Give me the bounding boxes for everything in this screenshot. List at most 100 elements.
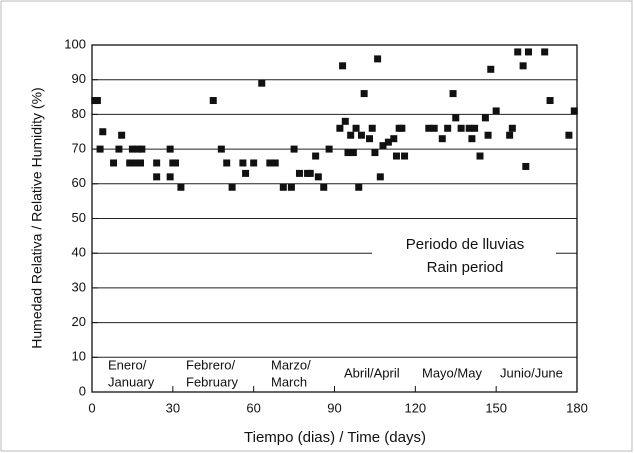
point [368, 124, 376, 132]
point [138, 145, 146, 153]
point [519, 62, 527, 70]
point [525, 48, 532, 56]
x-tick-label: 60 [246, 400, 260, 415]
y-tick-label: 80 [72, 106, 86, 121]
x-tick-label: 30 [166, 400, 180, 415]
point [131, 159, 139, 167]
point [325, 145, 333, 153]
point [209, 97, 217, 105]
x-axis-label: Tiempo (dias) / Time (days) [244, 429, 426, 446]
point [541, 48, 549, 56]
x-tick-label: 0 [88, 400, 95, 415]
y-tick-label: 60 [72, 175, 86, 190]
point [153, 159, 161, 167]
point [360, 90, 368, 98]
y-tick-label: 70 [72, 141, 86, 156]
point [376, 173, 384, 181]
annotation: February [186, 374, 239, 389]
point [250, 159, 258, 167]
point [492, 107, 500, 115]
y-axis-label: Humedad Relativa / Relative Humidity (%) [29, 87, 45, 348]
point [481, 114, 489, 122]
x-tick-label: 90 [327, 400, 341, 415]
y-tick-label: 20 [72, 314, 86, 329]
point [287, 183, 295, 191]
point [223, 159, 231, 167]
point [508, 124, 516, 132]
point [242, 169, 250, 177]
point [384, 138, 392, 146]
point [228, 183, 236, 191]
point [258, 79, 266, 87]
point [347, 131, 355, 139]
y-tick-label: 0 [79, 383, 86, 398]
point [271, 159, 279, 167]
point [487, 65, 495, 73]
point [352, 124, 360, 132]
point [177, 183, 185, 191]
point [457, 124, 465, 132]
point [514, 48, 522, 56]
point [349, 149, 357, 157]
point [166, 173, 174, 181]
point [128, 145, 136, 153]
annotation: January [108, 374, 155, 389]
y-tick-label: 40 [72, 245, 86, 260]
point [401, 152, 409, 160]
point [110, 159, 118, 167]
point [99, 128, 107, 136]
point [266, 159, 274, 167]
point [339, 62, 347, 70]
point [374, 55, 382, 63]
x-tick-label: 180 [566, 400, 588, 415]
point [366, 135, 374, 143]
point [290, 145, 298, 153]
point [484, 131, 492, 139]
point [522, 162, 530, 170]
point [506, 131, 514, 139]
point [336, 124, 344, 132]
point [341, 117, 349, 125]
annotation: Junio/June [500, 365, 563, 380]
y-tick-label: 90 [72, 71, 86, 86]
x-tick-label: 120 [404, 400, 426, 415]
point [471, 124, 479, 132]
point [570, 107, 578, 115]
point [306, 169, 314, 177]
point [476, 152, 484, 160]
annotation: Febrero/ [186, 357, 236, 372]
point [314, 173, 322, 181]
point [134, 145, 142, 153]
point [468, 135, 476, 143]
point [137, 159, 144, 167]
point [166, 145, 174, 153]
annotation: Abril/April [344, 365, 400, 380]
point [430, 124, 438, 132]
point [546, 97, 554, 105]
point [153, 173, 161, 181]
point [565, 131, 573, 139]
point [279, 183, 287, 191]
point [390, 135, 398, 143]
x-tick-label: 150 [485, 400, 507, 415]
point [392, 152, 400, 160]
point [444, 124, 452, 132]
point [118, 131, 126, 139]
point [452, 114, 460, 122]
point [379, 142, 387, 150]
point [312, 152, 320, 160]
y-tick-label: 100 [64, 36, 86, 51]
point [217, 145, 225, 153]
point [357, 131, 365, 139]
point [295, 169, 303, 177]
point [344, 149, 352, 157]
y-tick-label: 30 [72, 279, 86, 294]
annotation: Enero/ [108, 357, 147, 372]
point [449, 90, 457, 98]
point [93, 97, 101, 105]
y-tick-label: 50 [72, 210, 86, 225]
annotation: Rain period [427, 259, 504, 276]
point [96, 145, 104, 153]
